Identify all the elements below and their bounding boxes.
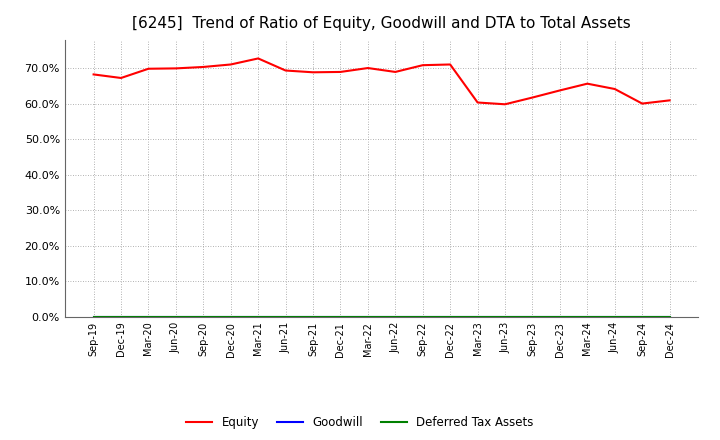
Goodwill [391,314,400,319]
Deferred Tax Assets [528,314,537,319]
Legend: Equity, Goodwill, Deferred Tax Assets: Equity, Goodwill, Deferred Tax Assets [181,412,539,434]
Goodwill [309,314,318,319]
Equity [528,95,537,100]
Goodwill [446,314,454,319]
Goodwill [89,314,98,319]
Goodwill [282,314,290,319]
Title: [6245]  Trend of Ratio of Equity, Goodwill and DTA to Total Assets: [6245] Trend of Ratio of Equity, Goodwil… [132,16,631,32]
Deferred Tax Assets [473,314,482,319]
Equity [556,88,564,93]
Equity [171,66,180,71]
Equity [254,56,263,61]
Equity [391,69,400,74]
Goodwill [556,314,564,319]
Equity [226,62,235,67]
Goodwill [199,314,207,319]
Goodwill [611,314,619,319]
Equity [364,66,372,71]
Equity [418,62,427,68]
Deferred Tax Assets [391,314,400,319]
Goodwill [144,314,153,319]
Goodwill [583,314,592,319]
Equity [199,64,207,70]
Goodwill [500,314,509,319]
Equity [282,68,290,73]
Goodwill [171,314,180,319]
Equity [665,98,674,103]
Deferred Tax Assets [336,314,345,319]
Deferred Tax Assets [418,314,427,319]
Deferred Tax Assets [583,314,592,319]
Goodwill [336,314,345,319]
Goodwill [226,314,235,319]
Goodwill [418,314,427,319]
Goodwill [254,314,263,319]
Equity [583,81,592,86]
Goodwill [638,314,647,319]
Goodwill [117,314,125,319]
Deferred Tax Assets [89,314,98,319]
Equity [336,69,345,74]
Goodwill [665,314,674,319]
Deferred Tax Assets [309,314,318,319]
Equity [611,86,619,92]
Deferred Tax Assets [364,314,372,319]
Equity [638,101,647,106]
Goodwill [364,314,372,319]
Goodwill [473,314,482,319]
Equity [500,102,509,107]
Deferred Tax Assets [500,314,509,319]
Deferred Tax Assets [556,314,564,319]
Deferred Tax Assets [611,314,619,319]
Deferred Tax Assets [144,314,153,319]
Deferred Tax Assets [282,314,290,319]
Deferred Tax Assets [665,314,674,319]
Line: Equity: Equity [94,59,670,104]
Deferred Tax Assets [638,314,647,319]
Equity [309,70,318,75]
Deferred Tax Assets [171,314,180,319]
Deferred Tax Assets [199,314,207,319]
Deferred Tax Assets [226,314,235,319]
Deferred Tax Assets [117,314,125,319]
Equity [144,66,153,71]
Equity [117,75,125,81]
Deferred Tax Assets [446,314,454,319]
Equity [89,72,98,77]
Goodwill [528,314,537,319]
Equity [473,100,482,105]
Equity [446,62,454,67]
Deferred Tax Assets [254,314,263,319]
